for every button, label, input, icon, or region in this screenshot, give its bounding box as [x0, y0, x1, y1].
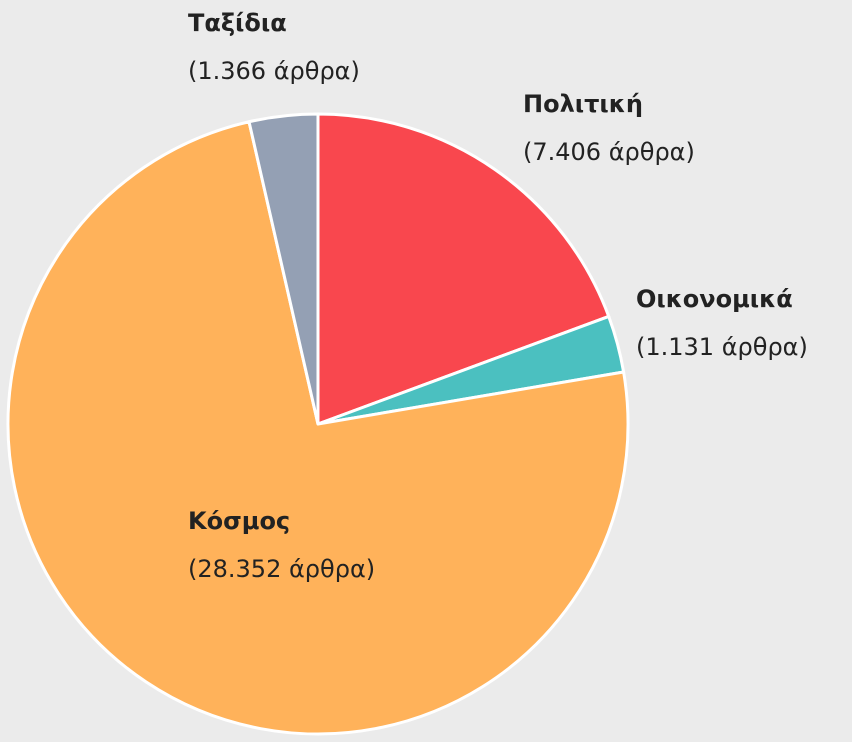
pie-slice: [6, 120, 630, 736]
slice-value-label: (1.366 άρθρα): [188, 57, 360, 85]
slice-value-label: (1.131 άρθρα): [636, 333, 808, 361]
slice-name: Οικονομικά: [636, 285, 793, 313]
slice-value-label: (7.406 άρθρα): [523, 138, 695, 166]
slice-name: Ταξίδια: [188, 9, 287, 37]
slice-name: Πολιτική: [523, 90, 643, 118]
pie-slice: [247, 112, 320, 426]
labels: Πολιτική (7.406 άρθρα) Οικονομικά (1.131 άρ…: [188, 9, 808, 583]
slices: [6, 112, 630, 736]
slice-value-label: (28.352 άρθρα): [188, 555, 375, 583]
slice-name: Κόσμος: [188, 507, 290, 535]
pie-slice: [316, 112, 611, 426]
